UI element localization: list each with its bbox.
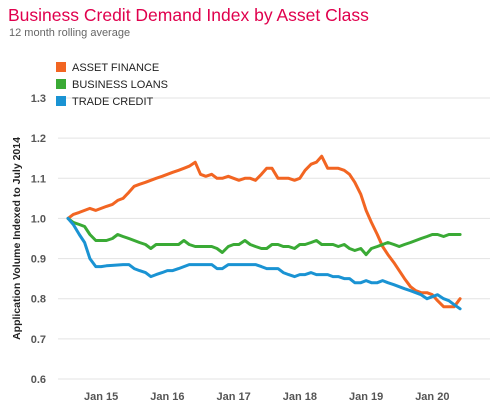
x-tick-label: Jan 18 <box>283 391 317 403</box>
gridlines <box>58 97 490 380</box>
y-tick-label: 1.3 <box>31 93 46 105</box>
series-line <box>66 154 462 309</box>
x-tick-label: Jan 20 <box>415 391 449 403</box>
x-tick-label: Jan 19 <box>349 391 383 403</box>
legend-swatch <box>56 96 66 106</box>
legend-label: ASSET FINANCE <box>72 62 159 74</box>
chart-subtitle: 12 month rolling average <box>9 27 131 39</box>
legend-label: TRADE CREDIT <box>72 96 154 108</box>
y-axis-ticks: 0.6 0.7 0.8 0.9 1.0 1.1 1.2 1.3 <box>31 93 46 386</box>
legend-label: BUSINESS LOANS <box>72 79 168 91</box>
y-tick-label: 0.7 <box>31 334 46 346</box>
chart-title: Business Credit Demand Index by Asset Cl… <box>8 5 369 25</box>
series-line <box>66 216 462 311</box>
x-axis-ticks: Jan 15 Jan 16 Jan 17 Jan 18 Jan 19 Jan 20 <box>84 391 449 403</box>
y-tick-label: 1.0 <box>31 213 46 225</box>
series-line <box>66 216 462 257</box>
x-tick-label: Jan 17 <box>216 391 250 403</box>
legend: ASSET FINANCE BUSINESS LOANS TRADE CREDIT <box>56 62 168 108</box>
y-tick-label: 0.8 <box>31 294 46 306</box>
y-tick-label: 1.1 <box>31 173 46 185</box>
y-tick-label: 0.9 <box>31 254 46 266</box>
legend-swatch <box>56 62 66 72</box>
x-tick-label: Jan 15 <box>84 391 118 403</box>
series-lines <box>66 154 462 311</box>
x-tick-label: Jan 16 <box>150 391 184 403</box>
y-tick-label: 0.6 <box>31 374 46 386</box>
y-tick-label: 1.2 <box>31 133 46 145</box>
legend-swatch <box>56 79 66 89</box>
y-axis-label: Application Volume Indexed to July 2014 <box>11 137 23 340</box>
